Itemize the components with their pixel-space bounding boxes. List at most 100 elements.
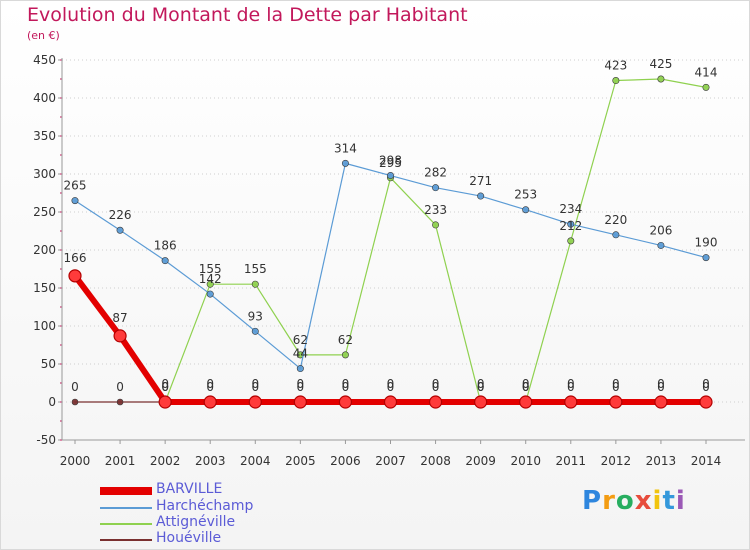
legend-swatch-houeville xyxy=(100,539,152,541)
legend-item-attigneville: Attignéville xyxy=(100,514,360,532)
data-label-harchechamp: 314 xyxy=(334,141,357,155)
x-tick-label: 2012 xyxy=(601,454,632,468)
x-tick-label: 2014 xyxy=(691,454,722,468)
data-label-attigneville: 0 xyxy=(477,380,485,394)
data-label-harchechamp: 142 xyxy=(199,272,222,286)
legend-label-houeville: Houéville xyxy=(156,530,222,546)
data-point-harchechamp xyxy=(477,192,485,200)
data-label-harchechamp: 220 xyxy=(604,213,627,227)
data-point-houeville xyxy=(116,398,124,406)
data-label-attigneville: 62 xyxy=(338,333,353,347)
data-label-barville: 0 xyxy=(342,377,350,391)
data-label-houeville: 0 xyxy=(702,380,710,394)
x-tick-label: 2008 xyxy=(420,454,451,468)
proxiti-logo: Proxiti xyxy=(582,486,686,516)
data-label-houeville: 0 xyxy=(206,380,214,394)
data-point-harchechamp xyxy=(341,159,349,167)
logo-letter: x xyxy=(634,486,653,516)
legend-label-harchechamp: Harchéchamp xyxy=(156,498,254,514)
data-point-attigneville xyxy=(251,280,259,288)
data-label-attigneville: 0 xyxy=(161,380,169,394)
logo-letter: r xyxy=(602,486,616,516)
data-label-attigneville: 425 xyxy=(649,57,672,71)
data-point-harchechamp xyxy=(206,290,214,298)
data-label-harchechamp: 206 xyxy=(649,223,672,237)
data-label-houeville: 0 xyxy=(612,380,620,394)
data-label-houeville: 0 xyxy=(432,380,440,394)
legend-item-harchechamp: Harchéchamp xyxy=(100,498,360,516)
y-tick-label: 0 xyxy=(48,395,56,409)
data-point-barville xyxy=(428,395,443,409)
data-point-harchechamp xyxy=(296,365,304,373)
data-label-attigneville: 212 xyxy=(559,219,582,233)
data-label-harchechamp: 253 xyxy=(514,188,537,202)
data-point-barville xyxy=(519,395,533,409)
x-tick-label: 2002 xyxy=(150,454,181,468)
legend-swatch-harchechamp xyxy=(100,507,152,509)
y-tick-label: 300 xyxy=(33,167,56,181)
series-line-attigneville xyxy=(164,78,707,403)
data-label-houeville: 0 xyxy=(297,380,305,394)
data-label-barville: 87 xyxy=(112,311,127,325)
logo-letter: o xyxy=(615,486,635,516)
y-tick-label: 100 xyxy=(33,319,56,333)
data-point-harchechamp xyxy=(432,184,440,192)
x-tick-label: 2005 xyxy=(285,454,316,468)
data-point-harchechamp xyxy=(116,226,124,234)
data-point-barville xyxy=(699,395,713,409)
data-label-barville: 0 xyxy=(387,377,395,391)
data-label-barville: 0 xyxy=(612,377,620,391)
data-label-harchechamp: 282 xyxy=(424,166,447,180)
legend-label-barville: BARVILLE xyxy=(156,481,223,497)
logo-letter: i xyxy=(652,486,663,516)
data-point-attigneville xyxy=(206,280,214,288)
data-label-barville: 0 xyxy=(161,377,169,391)
data-point-harchechamp xyxy=(567,220,575,228)
data-point-attigneville xyxy=(567,237,575,245)
data-point-harchechamp xyxy=(71,197,79,205)
x-tick-label: 2010 xyxy=(510,454,541,468)
y-tick-label: -50 xyxy=(36,433,56,447)
data-point-attigneville xyxy=(702,83,710,91)
data-point-houeville xyxy=(71,398,79,406)
data-label-houeville: 0 xyxy=(342,380,350,394)
y-tick-label: 50 xyxy=(41,357,56,371)
y-tick-label: 250 xyxy=(33,205,56,219)
data-label-barville: 0 xyxy=(522,377,530,391)
y-tick-label: 400 xyxy=(33,91,56,105)
x-tick-label: 2003 xyxy=(195,454,226,468)
data-point-harchechamp xyxy=(657,241,665,249)
x-tick-label: 2009 xyxy=(465,454,496,468)
logo-letter: i xyxy=(675,486,686,516)
data-label-attigneville: 423 xyxy=(604,59,627,73)
legend-item-houeville: Houéville xyxy=(100,530,360,548)
data-label-houeville: 0 xyxy=(387,380,395,394)
data-point-barville xyxy=(338,395,353,409)
data-point-attigneville xyxy=(657,75,665,83)
x-tick-label: 2001 xyxy=(105,454,136,468)
data-point-barville xyxy=(474,395,488,409)
x-tick-label: 2013 xyxy=(646,454,677,468)
data-label-barville: 0 xyxy=(567,377,575,391)
data-point-barville xyxy=(158,395,172,409)
legend-swatch-barville xyxy=(100,487,152,495)
data-label-attigneville: 62 xyxy=(293,333,308,347)
y-tick-label: 450 xyxy=(33,53,56,67)
data-point-barville xyxy=(609,395,623,409)
data-point-harchechamp xyxy=(522,206,530,214)
data-label-harchechamp: 265 xyxy=(64,179,87,193)
data-label-houeville: 0 xyxy=(657,380,665,394)
data-label-attigneville: 0 xyxy=(522,380,530,394)
data-label-barville: 166 xyxy=(64,251,87,265)
data-point-harchechamp xyxy=(386,172,394,180)
data-label-barville: 0 xyxy=(297,377,305,391)
x-tick-label: 2004 xyxy=(240,454,271,468)
data-label-barville: 0 xyxy=(251,377,259,391)
data-point-barville xyxy=(564,395,578,409)
data-label-harchechamp: 93 xyxy=(248,309,263,323)
data-point-harchechamp xyxy=(612,231,620,239)
data-label-houeville: 0 xyxy=(71,380,79,394)
x-tick-label: 2011 xyxy=(556,454,587,468)
data-label-barville: 0 xyxy=(206,377,214,391)
